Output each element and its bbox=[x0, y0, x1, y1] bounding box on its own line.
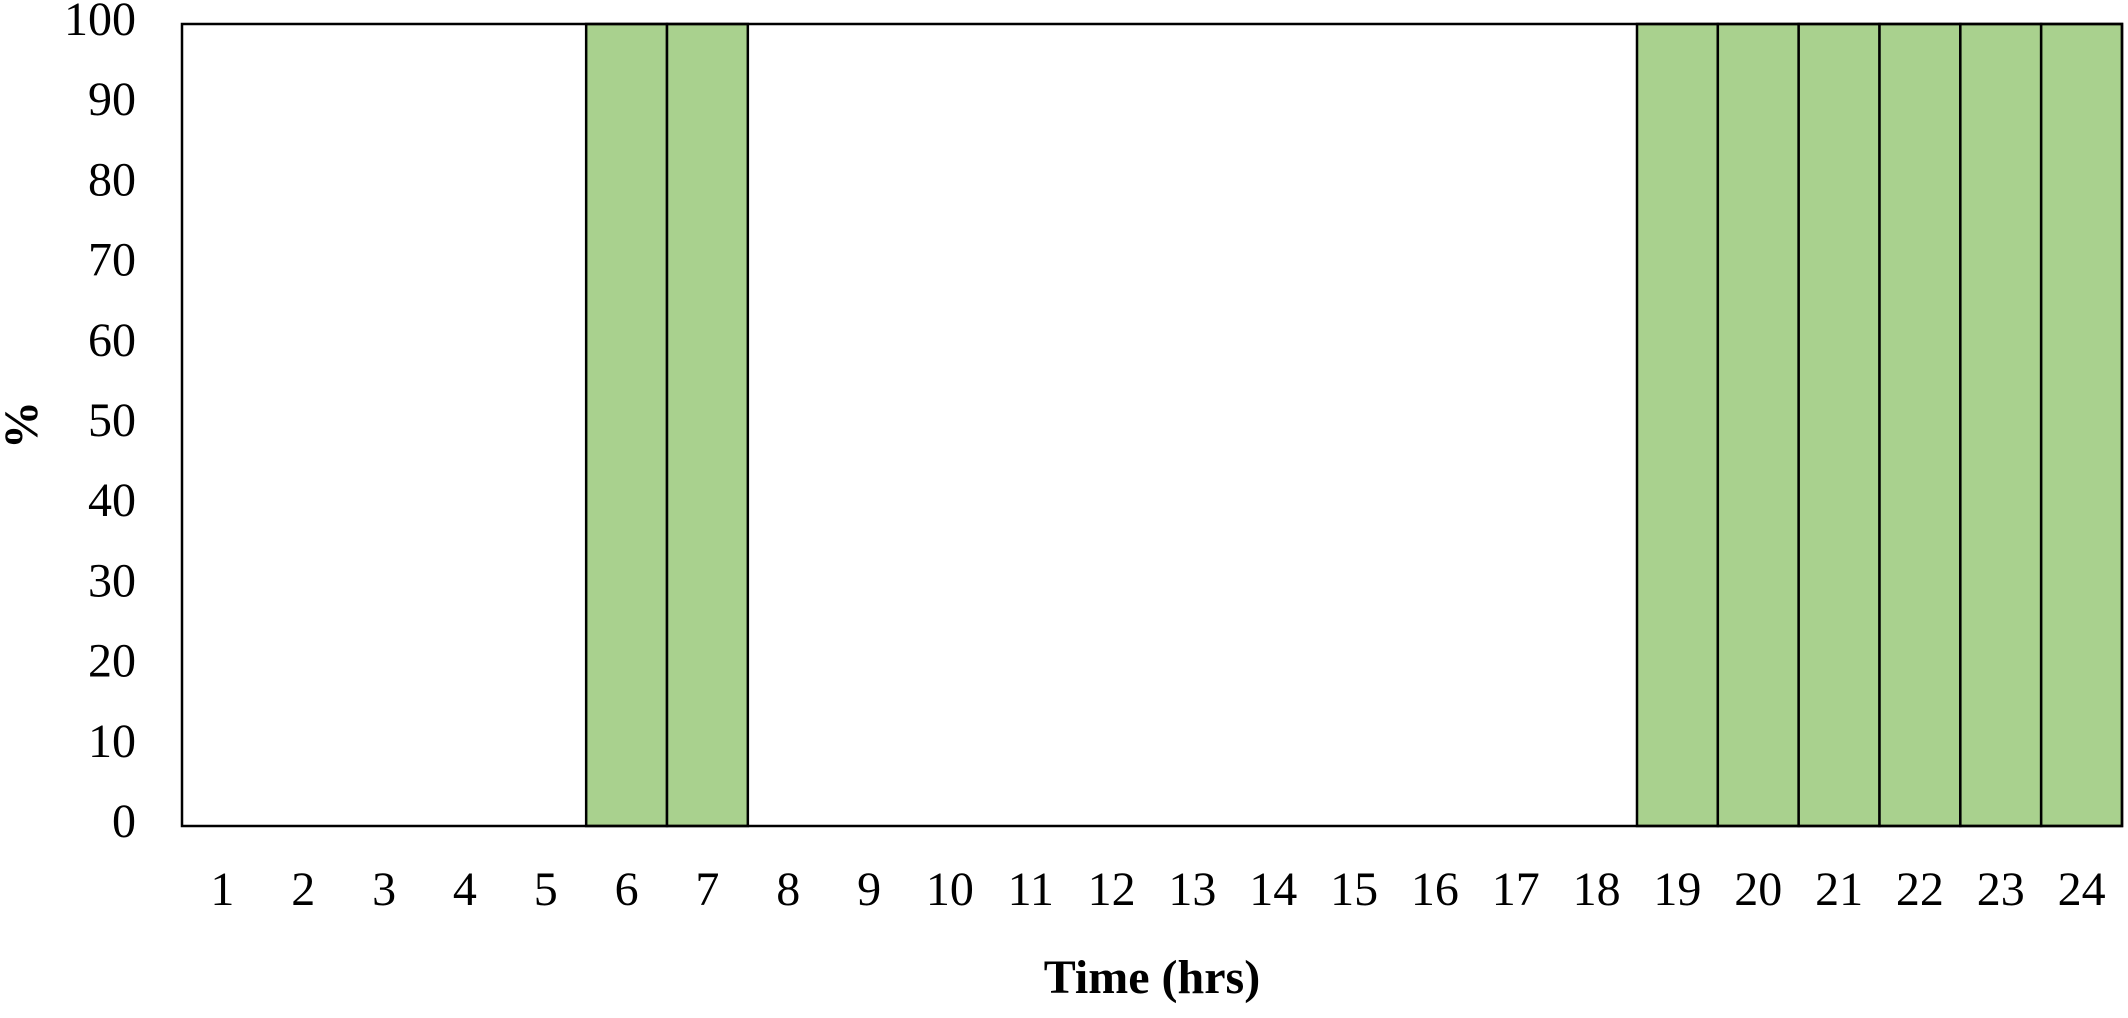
y-tick-label: 40 bbox=[88, 474, 136, 527]
y-tick-label: 100 bbox=[64, 0, 136, 46]
plot-frame bbox=[180, 22, 2124, 828]
x-tick-label: 17 bbox=[1492, 863, 1540, 916]
x-tick-label: 14 bbox=[1249, 863, 1297, 916]
y-tick-label: 60 bbox=[88, 314, 136, 367]
x-tick-label: 6 bbox=[615, 863, 639, 916]
y-tick-label: 0 bbox=[112, 795, 136, 848]
y-tick-label: 20 bbox=[88, 635, 136, 688]
x-tick-label: 13 bbox=[1168, 863, 1216, 916]
y-tick-label: 30 bbox=[88, 554, 136, 607]
y-axis-title: % bbox=[0, 401, 48, 449]
y-tick-label: 50 bbox=[88, 394, 136, 447]
x-tick-label: 19 bbox=[1653, 863, 1701, 916]
x-tick-label: 11 bbox=[1008, 863, 1054, 916]
x-tick-label: 4 bbox=[453, 863, 477, 916]
y-tick-label: 90 bbox=[88, 73, 136, 126]
x-tick-label: 23 bbox=[1977, 863, 2025, 916]
x-tick-label: 16 bbox=[1411, 863, 1459, 916]
x-tick-label: 3 bbox=[372, 863, 396, 916]
bar bbox=[665, 22, 750, 828]
bar bbox=[1797, 22, 1881, 828]
x-tick-label: 9 bbox=[857, 863, 881, 916]
x-tick-label: 22 bbox=[1896, 863, 1944, 916]
bar bbox=[1878, 22, 1962, 828]
x-tick-label: 7 bbox=[695, 863, 719, 916]
bar bbox=[1635, 22, 1720, 828]
x-tick-label: 20 bbox=[1734, 863, 1782, 916]
y-tick-label: 10 bbox=[88, 715, 136, 768]
x-tick-label: 18 bbox=[1573, 863, 1621, 916]
x-tick-label: 8 bbox=[776, 863, 800, 916]
x-tick-label: 2 bbox=[291, 863, 315, 916]
x-tick-label: 15 bbox=[1330, 863, 1378, 916]
x-axis-title: Time (hrs) bbox=[1044, 951, 1260, 1004]
x-tick-label: 12 bbox=[1088, 863, 1136, 916]
x-tick-label: 1 bbox=[210, 863, 234, 916]
x-tick-label: 10 bbox=[926, 863, 974, 916]
y-tick-label: 70 bbox=[88, 234, 136, 287]
bar bbox=[1959, 22, 2043, 828]
y-tick-label: 80 bbox=[88, 153, 136, 206]
x-tick-label: 5 bbox=[534, 863, 558, 916]
bar bbox=[2039, 22, 2124, 828]
bar bbox=[1716, 22, 1800, 828]
x-tick-label: 24 bbox=[2058, 863, 2106, 916]
bar bbox=[584, 22, 669, 828]
x-tick-label: 21 bbox=[1815, 863, 1863, 916]
